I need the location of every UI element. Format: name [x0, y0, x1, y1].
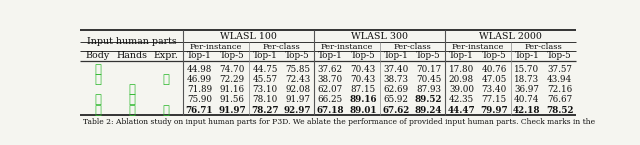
Text: 42.18: 42.18: [513, 106, 541, 115]
Text: Top-5: Top-5: [351, 51, 376, 60]
Text: 37.40: 37.40: [383, 65, 408, 74]
Text: 74.70: 74.70: [220, 65, 245, 74]
Text: 44.75: 44.75: [252, 65, 278, 74]
Text: 70.17: 70.17: [416, 65, 441, 74]
Text: 78.10: 78.10: [252, 95, 278, 104]
Text: Input human parts: Input human parts: [86, 37, 177, 46]
Text: Top-5: Top-5: [547, 51, 572, 60]
Text: 72.29: 72.29: [220, 75, 244, 84]
Text: ✓: ✓: [94, 93, 101, 106]
Text: Top-1: Top-1: [187, 51, 212, 60]
Text: 44.98: 44.98: [187, 65, 212, 74]
Text: Per-instance: Per-instance: [189, 43, 242, 51]
Text: 40.76: 40.76: [481, 65, 507, 74]
Text: 18.73: 18.73: [515, 75, 540, 84]
Text: 20.98: 20.98: [449, 75, 474, 84]
Text: 70.45: 70.45: [416, 75, 441, 84]
Text: Top-5: Top-5: [417, 51, 441, 60]
Text: 76.67: 76.67: [547, 95, 572, 104]
Text: 71.89: 71.89: [187, 85, 212, 94]
Text: 79.97: 79.97: [481, 106, 508, 115]
Text: Top-5: Top-5: [482, 51, 506, 60]
Text: 15.70: 15.70: [515, 65, 540, 74]
Text: WLASL 100: WLASL 100: [220, 32, 277, 41]
Text: Per-class: Per-class: [394, 43, 431, 51]
Text: 37.62: 37.62: [318, 65, 343, 74]
Text: Body: Body: [85, 51, 109, 60]
Text: 65.92: 65.92: [383, 95, 408, 104]
Text: Top-1: Top-1: [515, 51, 540, 60]
Text: 42.35: 42.35: [449, 95, 474, 104]
Text: 92.97: 92.97: [284, 106, 312, 115]
Text: 75.85: 75.85: [285, 65, 310, 74]
Text: ✓: ✓: [94, 73, 101, 86]
Text: Per-instance: Per-instance: [321, 43, 373, 51]
Text: ✓: ✓: [94, 104, 101, 117]
Text: Top-1: Top-1: [318, 51, 343, 60]
Text: 87.93: 87.93: [416, 85, 441, 94]
Text: Per-instance: Per-instance: [452, 43, 504, 51]
Text: ✓: ✓: [128, 83, 135, 96]
Text: Table 2: Ablation study on input human parts for P3D. We ablate the performance : Table 2: Ablation study on input human p…: [83, 118, 595, 126]
Text: 75.90: 75.90: [187, 95, 212, 104]
Text: 37.57: 37.57: [547, 65, 572, 74]
Text: 78.52: 78.52: [546, 106, 573, 115]
Text: 89.01: 89.01: [349, 106, 377, 115]
Text: ✓: ✓: [162, 73, 169, 86]
Text: 44.47: 44.47: [447, 106, 476, 115]
Text: 43.94: 43.94: [547, 75, 572, 84]
Text: 91.56: 91.56: [220, 95, 244, 104]
Text: Top-1: Top-1: [253, 51, 277, 60]
Text: 38.73: 38.73: [383, 75, 408, 84]
Text: 73.10: 73.10: [252, 85, 278, 94]
Text: ✓: ✓: [128, 104, 135, 117]
Text: ✓: ✓: [162, 104, 169, 117]
Text: 70.43: 70.43: [351, 75, 376, 84]
Text: Top-5: Top-5: [220, 51, 244, 60]
Text: 39.00: 39.00: [449, 85, 474, 94]
Text: Per-class: Per-class: [262, 43, 300, 51]
Text: WLASL 300: WLASL 300: [351, 32, 408, 41]
Text: 91.16: 91.16: [220, 85, 244, 94]
Text: 72.43: 72.43: [285, 75, 310, 84]
Text: 76.71: 76.71: [186, 106, 213, 115]
Text: 67.18: 67.18: [317, 106, 344, 115]
Text: 36.97: 36.97: [515, 85, 540, 94]
Text: 62.07: 62.07: [318, 85, 343, 94]
Text: 78.27: 78.27: [251, 106, 278, 115]
Text: 89.24: 89.24: [415, 106, 442, 115]
Text: 87.15: 87.15: [351, 85, 376, 94]
Text: 91.97: 91.97: [285, 95, 310, 104]
Text: Top-1: Top-1: [383, 51, 408, 60]
Text: Top-5: Top-5: [285, 51, 310, 60]
Text: 77.15: 77.15: [481, 95, 507, 104]
Text: 46.99: 46.99: [187, 75, 212, 84]
Text: 72.16: 72.16: [547, 85, 572, 94]
Text: 70.43: 70.43: [351, 65, 376, 74]
Text: 62.69: 62.69: [383, 85, 408, 94]
Text: 66.25: 66.25: [318, 95, 343, 104]
Text: 40.74: 40.74: [514, 95, 540, 104]
Text: 17.80: 17.80: [449, 65, 474, 74]
Text: WLASL 2000: WLASL 2000: [479, 32, 542, 41]
Text: 38.70: 38.70: [318, 75, 343, 84]
Text: 67.62: 67.62: [382, 106, 410, 115]
Text: 89.52: 89.52: [415, 95, 442, 104]
Text: 89.16: 89.16: [349, 95, 377, 104]
Text: 92.08: 92.08: [285, 85, 310, 94]
Text: Top-1: Top-1: [449, 51, 474, 60]
Text: Per-class: Per-class: [524, 43, 562, 51]
Text: 73.40: 73.40: [481, 85, 507, 94]
Text: 45.57: 45.57: [252, 75, 278, 84]
Text: 47.05: 47.05: [481, 75, 507, 84]
Text: Expr.: Expr.: [153, 51, 178, 60]
Text: 91.97: 91.97: [218, 106, 246, 115]
Text: ✓: ✓: [128, 93, 135, 106]
Text: ✓: ✓: [94, 63, 101, 76]
Text: Hands: Hands: [116, 51, 147, 60]
